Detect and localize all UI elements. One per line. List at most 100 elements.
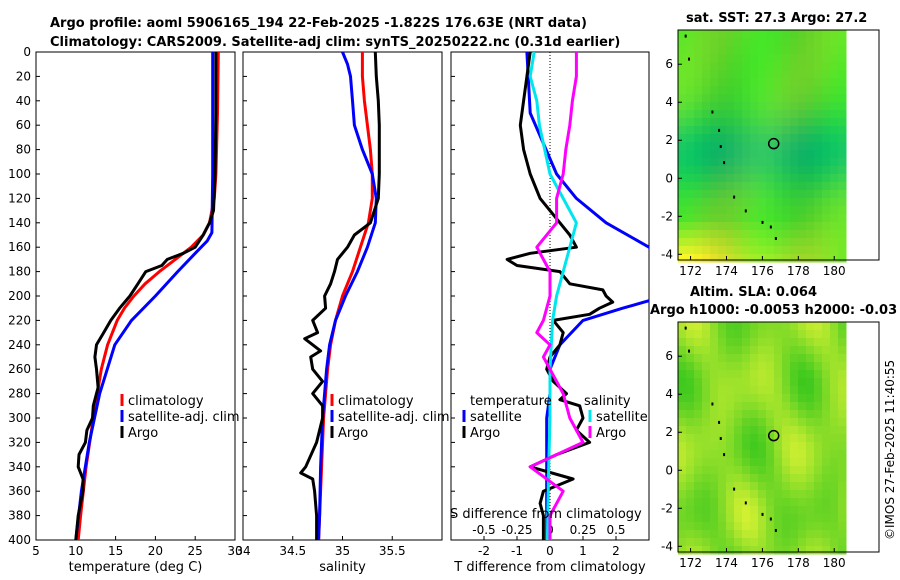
legend-satellite-label: satellite-adj. clim	[338, 410, 450, 425]
map-cell	[790, 246, 799, 255]
map-cell	[718, 426, 727, 435]
map-cell	[742, 86, 751, 95]
map-cell	[758, 490, 767, 499]
map-cell	[838, 530, 847, 539]
map-cell	[798, 54, 807, 63]
map-cell	[830, 474, 839, 483]
map-cell	[766, 254, 775, 263]
map-cell	[758, 142, 767, 151]
x-tick-label: 10	[68, 544, 83, 558]
map-cell	[814, 338, 823, 347]
map-cell	[694, 134, 703, 143]
map-cell	[838, 182, 847, 191]
map-cell	[782, 434, 791, 443]
map-cell	[782, 166, 791, 175]
map-cell	[758, 134, 767, 143]
map-cell	[790, 362, 799, 371]
map-cell	[678, 142, 687, 151]
map-cell	[758, 530, 767, 539]
map-cell	[734, 490, 743, 499]
map-cell	[838, 222, 847, 231]
map-cell	[798, 530, 807, 539]
salinity-panel: 34 34.5 35 35.5 salinity	[235, 51, 443, 575]
map-cell	[742, 102, 751, 111]
map-cell	[702, 522, 711, 531]
map-cell	[702, 362, 711, 371]
map-cell	[758, 474, 767, 483]
map-cell	[678, 346, 687, 355]
map-cell	[702, 230, 711, 239]
map-cell	[742, 386, 751, 395]
map-cell	[686, 482, 695, 491]
coast-dot	[718, 128, 721, 132]
map-cell	[790, 190, 799, 199]
series-argo	[299, 52, 381, 540]
map-cell	[726, 498, 735, 507]
map-cell	[822, 86, 831, 95]
map-cell	[686, 198, 695, 207]
map-cell	[814, 86, 823, 95]
map-cell	[822, 354, 831, 363]
map-cell	[734, 346, 743, 355]
map-cell	[838, 142, 847, 151]
map-cell	[838, 546, 847, 555]
map-cell	[702, 246, 711, 255]
map-cell	[782, 450, 791, 459]
map-cell	[678, 166, 687, 175]
map-cell	[702, 498, 711, 507]
map-cell	[766, 442, 775, 451]
map-cell	[742, 230, 751, 239]
map-cell	[766, 134, 775, 143]
x-tick-label: 15	[108, 544, 123, 558]
map-cell	[758, 54, 767, 63]
map-x-tick-label: 174	[715, 264, 738, 278]
map-cell	[694, 450, 703, 459]
map-cell	[694, 386, 703, 395]
map-cell	[718, 338, 727, 347]
map-cell	[806, 134, 815, 143]
map-cell	[726, 386, 735, 395]
map-cell	[774, 46, 783, 55]
map-cell	[710, 530, 719, 539]
map-cell	[814, 378, 823, 387]
map-cell	[758, 86, 767, 95]
map-cell	[742, 254, 751, 263]
map-cell	[782, 30, 791, 39]
map-cell	[766, 474, 775, 483]
map-cell	[774, 222, 783, 231]
map-y-tick-label: 6	[665, 349, 673, 363]
map-cell	[742, 506, 751, 515]
map-cell	[782, 386, 791, 395]
map-cell	[806, 46, 815, 55]
map-cell	[686, 394, 695, 403]
map-cell	[718, 86, 727, 95]
map-cell	[814, 498, 823, 507]
map-cell	[790, 538, 799, 547]
map-cell	[694, 522, 703, 531]
map-cell	[838, 150, 847, 159]
map-cell	[758, 354, 767, 363]
map-cell	[750, 378, 759, 387]
map-cell	[678, 86, 687, 95]
map-cell	[806, 182, 815, 191]
map-cell	[830, 94, 839, 103]
map-cell	[750, 418, 759, 427]
map-cell	[678, 102, 687, 111]
map-y-tick-label: -4	[661, 247, 673, 261]
map-cell	[742, 338, 751, 347]
map-cell	[806, 490, 815, 499]
map-cell	[782, 238, 791, 247]
map-cell	[750, 54, 759, 63]
map-cell	[758, 206, 767, 215]
map-cell	[750, 182, 759, 191]
map-cell	[718, 38, 727, 47]
map-cell	[726, 222, 735, 231]
map-cell	[790, 230, 799, 239]
map-cell	[798, 174, 807, 183]
map-cell	[814, 46, 823, 55]
map-cell	[718, 230, 727, 239]
temperature-legend: climatology satellite-adj. clim Argo	[120, 394, 240, 441]
map-cell	[774, 354, 783, 363]
map-cell	[678, 482, 687, 491]
map-cell	[710, 174, 719, 183]
